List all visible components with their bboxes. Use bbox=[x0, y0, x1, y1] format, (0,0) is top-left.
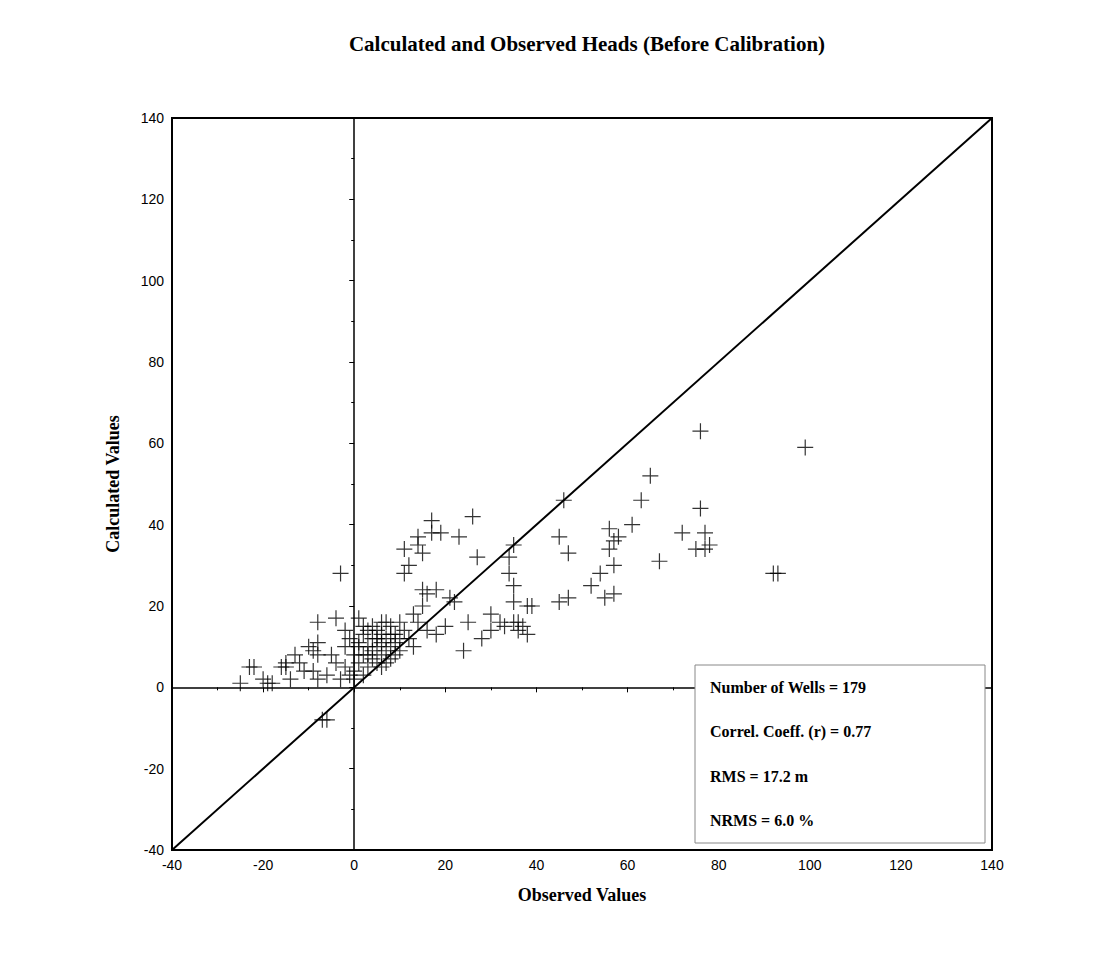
svg-text:100: 100 bbox=[798, 857, 822, 873]
svg-text:-40: -40 bbox=[144, 842, 164, 858]
svg-text:-20: -20 bbox=[144, 761, 164, 777]
svg-text:40: 40 bbox=[529, 857, 545, 873]
svg-text:140: 140 bbox=[141, 110, 165, 126]
svg-text:80: 80 bbox=[148, 354, 164, 370]
svg-text:20: 20 bbox=[438, 857, 454, 873]
svg-text:-40: -40 bbox=[162, 857, 182, 873]
svg-text:80: 80 bbox=[711, 857, 727, 873]
svg-text:100: 100 bbox=[141, 273, 165, 289]
svg-text:40: 40 bbox=[148, 517, 164, 533]
svg-text:Observed Values: Observed Values bbox=[518, 885, 647, 905]
svg-text:60: 60 bbox=[620, 857, 636, 873]
svg-text:Correl. Coeff. (r) = 0.77: Correl. Coeff. (r) = 0.77 bbox=[710, 723, 871, 741]
svg-text:120: 120 bbox=[141, 191, 165, 207]
svg-text:RMS = 17.2 m: RMS = 17.2 m bbox=[710, 768, 809, 785]
svg-text:0: 0 bbox=[156, 679, 164, 695]
svg-text:20: 20 bbox=[148, 598, 164, 614]
svg-text:Calculated and Observed Heads: Calculated and Observed Heads (Before Ca… bbox=[349, 32, 825, 56]
svg-text:Number of Wells = 179: Number of Wells = 179 bbox=[710, 679, 866, 696]
svg-text:140: 140 bbox=[980, 857, 1004, 873]
svg-text:Calculated Values: Calculated Values bbox=[103, 415, 123, 553]
svg-text:120: 120 bbox=[889, 857, 913, 873]
svg-text:0: 0 bbox=[350, 857, 358, 873]
svg-text:-20: -20 bbox=[253, 857, 273, 873]
svg-text:NRMS = 6.0 %: NRMS = 6.0 % bbox=[710, 812, 814, 829]
svg-text:60: 60 bbox=[148, 435, 164, 451]
